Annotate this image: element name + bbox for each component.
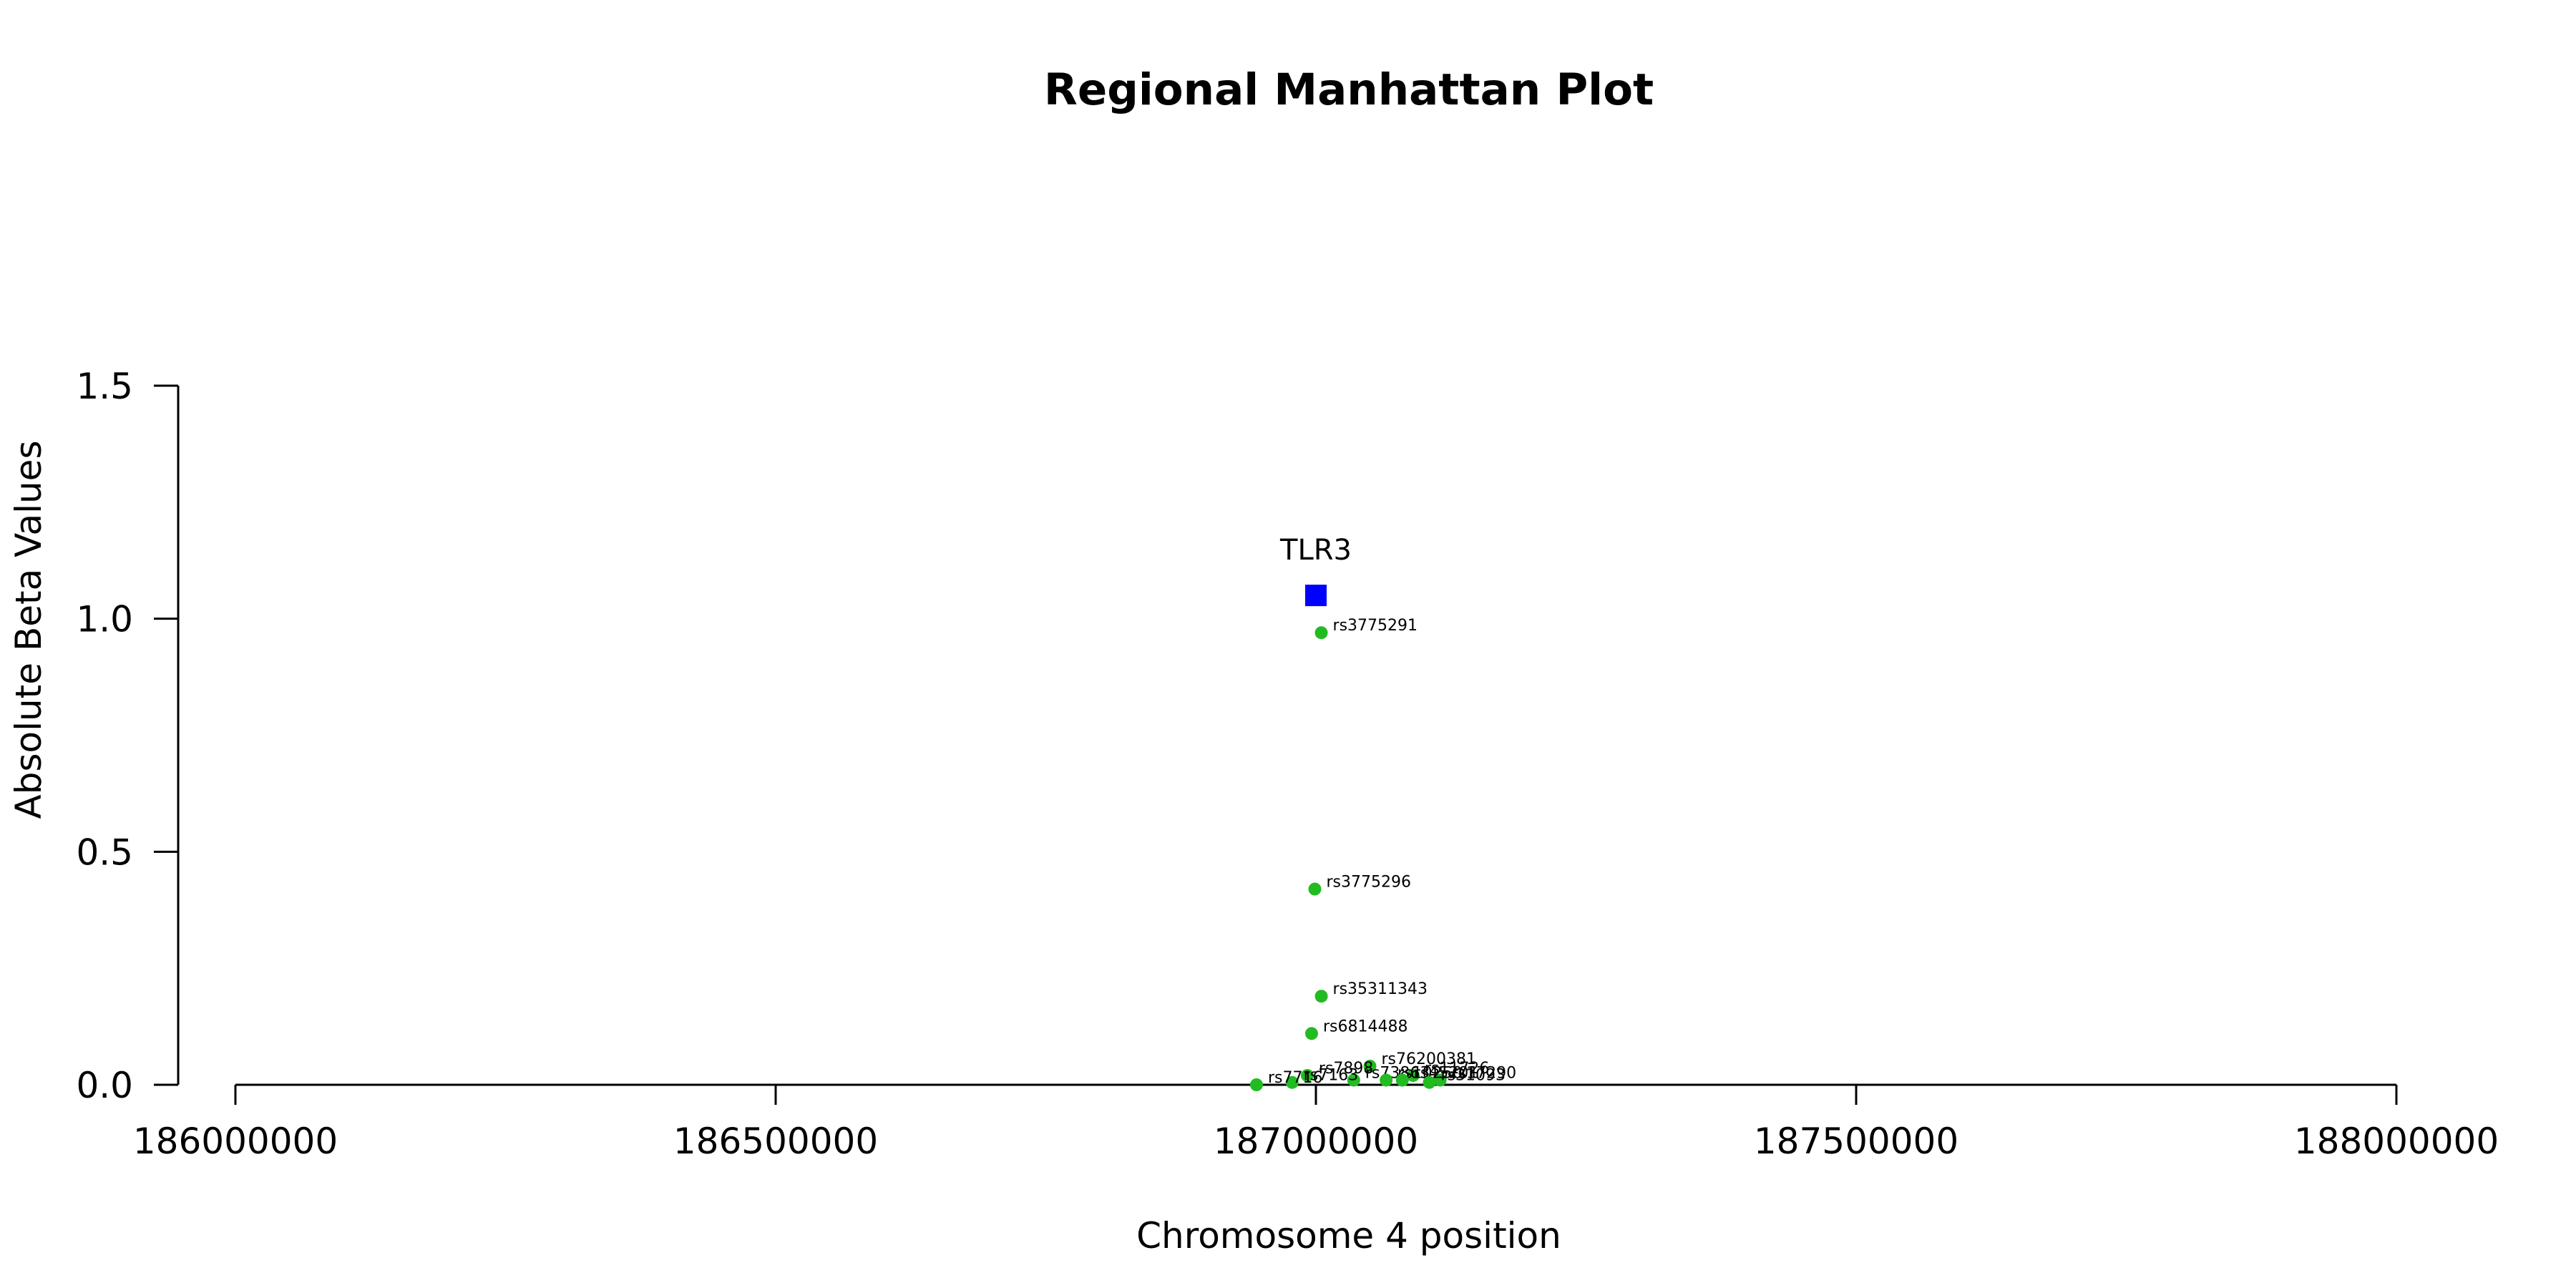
y-tick-label: 0.0 (76, 1065, 133, 1106)
y-axis-title: Absolute Beta Values (8, 441, 49, 819)
snp-point (1406, 1068, 1420, 1082)
x-axis-ticks: 186000000 186500000 187000000 187500000 1880… (133, 1085, 2499, 1162)
x-tick-label: 186500000 (673, 1121, 878, 1162)
chart-title: Regional Manhattan Plot (1044, 64, 1654, 115)
snp-point (1433, 1073, 1447, 1087)
snp-label: rs11726 (1425, 1060, 1489, 1078)
snp-label: rs76200381 (1382, 1050, 1476, 1068)
gene-label: TLR3 (1279, 534, 1352, 567)
snp-point (1363, 1059, 1377, 1073)
snp-label: rs6814488 (1323, 1018, 1408, 1035)
snp-label: rs3775291 (1333, 617, 1418, 635)
x-tick-label: 186000000 (133, 1121, 338, 1162)
snp-point (1423, 1075, 1436, 1089)
snp-point (1308, 882, 1322, 896)
snp-point (1314, 626, 1328, 640)
snp-point (1380, 1073, 1393, 1087)
y-tick-label: 0.5 (76, 831, 133, 873)
x-tick-label: 187500000 (1754, 1121, 1958, 1162)
snp-label: rs7898 (1319, 1060, 1374, 1078)
x-tick-label: 187000000 (1214, 1121, 1418, 1162)
x-axis-title: Chromosome 4 position (1136, 1215, 1561, 1257)
snp-label: rs35311343 (1333, 980, 1428, 998)
snp-point (1285, 1075, 1299, 1089)
snp-label: rs17290 (1452, 1064, 1516, 1082)
snp-label: rs3775296 (1326, 873, 1411, 891)
y-axis-ticks: 0.0 0.5 1.0 1.5 (76, 366, 178, 1106)
snp-point (1304, 1027, 1318, 1040)
snp-point (1314, 990, 1328, 1003)
data-points: rs3775291 rs3775296 rs35311343 rs6814488 rs7… (1249, 617, 1516, 1091)
snp-point (1249, 1078, 1263, 1091)
snp-label: rs7716 (1268, 1069, 1323, 1087)
x-tick-label: 188000000 (2294, 1121, 2499, 1162)
gene-marker-group: TLR3 (1279, 534, 1352, 607)
snp-label: rs31093 (1441, 1067, 1506, 1085)
gene-marker (1305, 585, 1327, 607)
snp-point (1300, 1068, 1314, 1082)
y-tick-label: 1.0 (76, 599, 133, 640)
y-tick-label: 1.5 (76, 366, 133, 407)
snp-label: rs7163 (1304, 1067, 1359, 1085)
snp-point (1395, 1073, 1409, 1087)
snp-point (1347, 1073, 1360, 1087)
